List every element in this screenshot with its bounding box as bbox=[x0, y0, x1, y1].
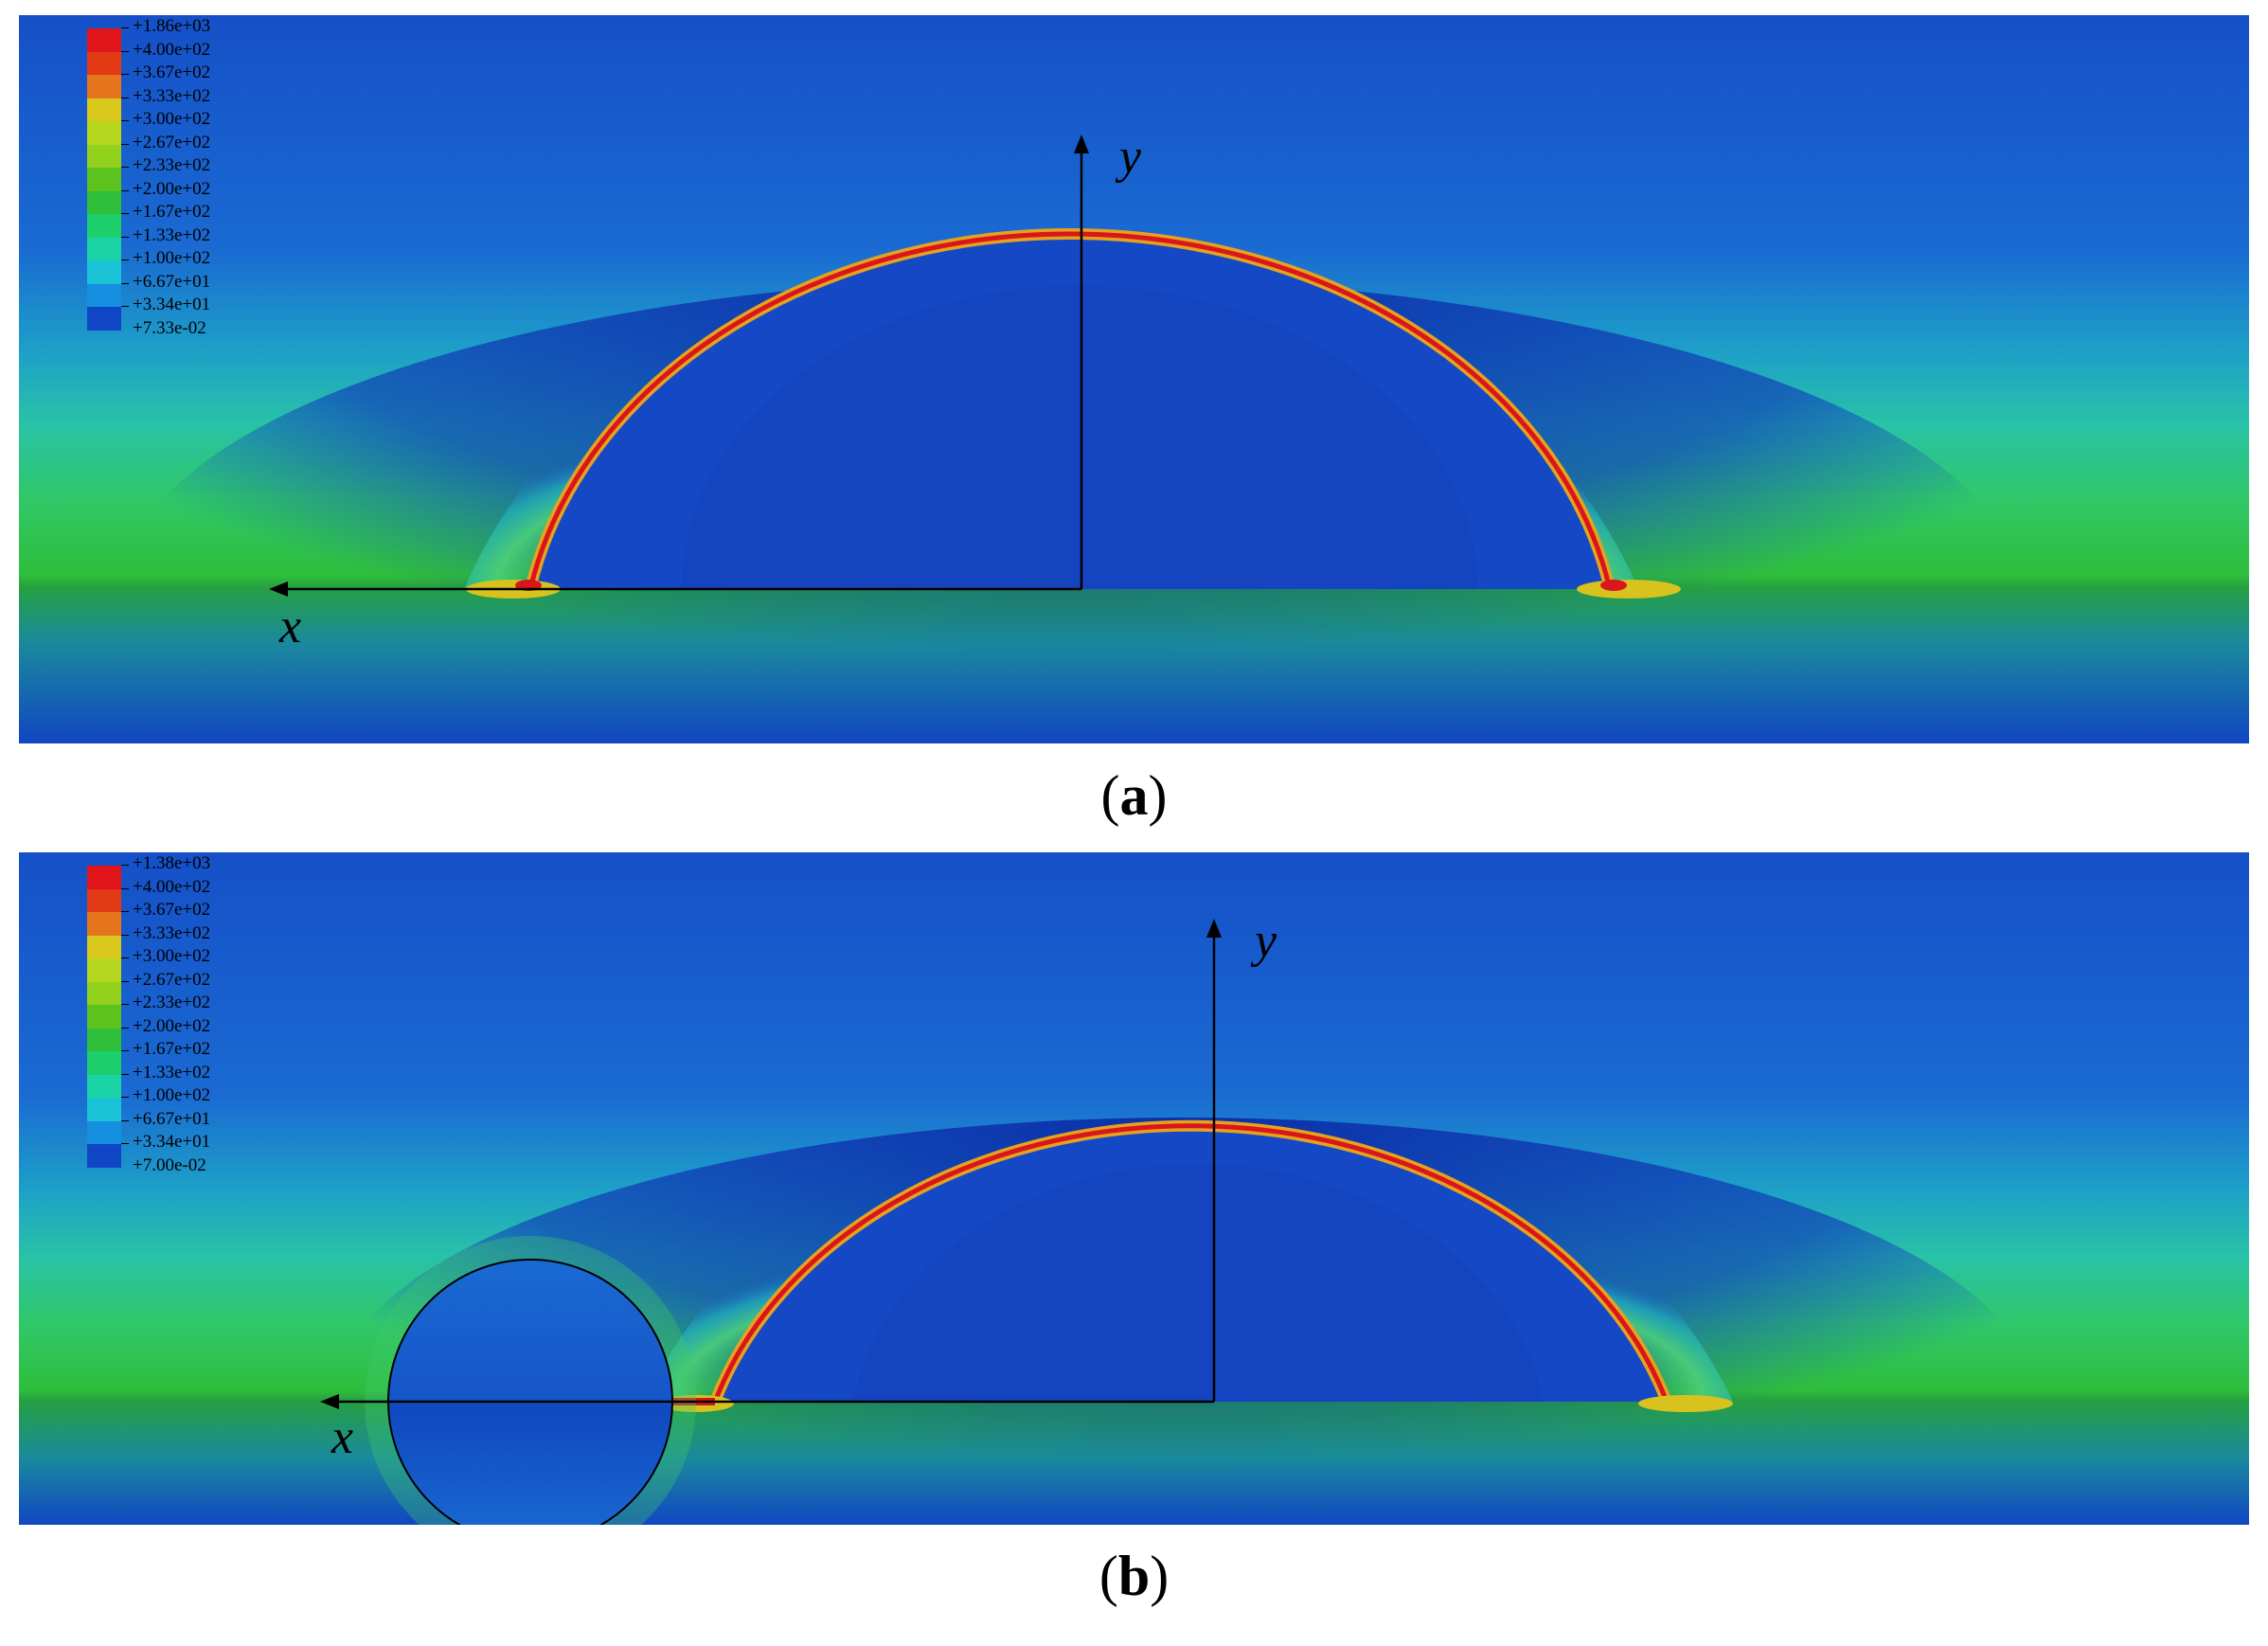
legend-label: +3.00e+02 bbox=[133, 109, 211, 129]
legend-label: +7.33e-02 bbox=[133, 318, 206, 338]
legend-label: +1.67e+02 bbox=[133, 202, 211, 222]
legend-swatch bbox=[87, 144, 121, 168]
legend-label: +2.67e+02 bbox=[133, 969, 211, 990]
legend-label: +4.00e+02 bbox=[133, 876, 211, 897]
legend-swatch bbox=[87, 168, 121, 191]
legend-label: +2.33e+02 bbox=[133, 993, 211, 1012]
legend-swatch bbox=[87, 75, 121, 98]
legend-swatch bbox=[87, 98, 121, 121]
legend-swatch bbox=[87, 283, 121, 307]
legend-label: +3.67e+02 bbox=[133, 900, 211, 920]
legend-swatch bbox=[87, 1144, 121, 1168]
legend-label: +1.33e+02 bbox=[133, 224, 211, 245]
stress-field-b bbox=[19, 852, 2249, 1525]
legend-label: +1.38e+03 bbox=[133, 853, 211, 873]
x-axis-label: x bbox=[279, 599, 302, 653]
legend-swatch bbox=[87, 121, 121, 145]
legend-label: +4.00e+02 bbox=[133, 39, 211, 60]
legend-label: +6.67e+01 bbox=[133, 1108, 211, 1129]
legend-label: +2.00e+02 bbox=[133, 178, 211, 199]
legend-swatch bbox=[87, 912, 121, 936]
legend-swatch bbox=[87, 51, 121, 75]
legend-swatch bbox=[87, 1051, 121, 1075]
legend-swatch bbox=[87, 214, 121, 238]
legend-label: +2.33e+02 bbox=[133, 155, 211, 175]
caption-b: (b) bbox=[1098, 1545, 1170, 1607]
legend-label: +6.67e+01 bbox=[133, 271, 211, 292]
legend-label: +1.33e+02 bbox=[133, 1062, 211, 1082]
legend-swatch bbox=[87, 981, 121, 1005]
legend-label: +3.33e+02 bbox=[133, 85, 211, 106]
legend-swatch bbox=[87, 935, 121, 958]
y-axis-label: y bbox=[1119, 130, 1142, 184]
caption-letter: a bbox=[1119, 764, 1149, 827]
legend-swatch bbox=[87, 190, 121, 214]
legend-swatch bbox=[87, 307, 121, 331]
legend-swatch bbox=[87, 1098, 121, 1121]
legend-swatch bbox=[87, 237, 121, 260]
legend-swatch bbox=[87, 888, 121, 912]
contour-plot-b: +1.38e+03 +4.00e+02 +3.67e+02 +3.33e+02 … bbox=[19, 852, 2249, 1525]
legend-label: +3.00e+02 bbox=[133, 946, 211, 966]
legend-label: +2.67e+02 bbox=[133, 132, 211, 152]
legend-label: +2.00e+02 bbox=[133, 1015, 211, 1036]
stress-field-a bbox=[19, 15, 2249, 743]
legend-label: +1.86e+03 bbox=[133, 16, 211, 36]
legend-swatch bbox=[87, 866, 121, 889]
legend-swatch bbox=[87, 28, 121, 52]
legend-label: +1.67e+02 bbox=[133, 1039, 211, 1059]
legend-label: +1.00e+02 bbox=[133, 1085, 211, 1105]
legend-swatch bbox=[87, 1120, 121, 1144]
caption-letter: b bbox=[1117, 1545, 1151, 1607]
legend-swatch bbox=[87, 1074, 121, 1098]
legend-swatch bbox=[87, 958, 121, 982]
caption-a: (a) bbox=[1100, 764, 1168, 827]
y-axis-label: y bbox=[1255, 914, 1277, 968]
legend-swatch bbox=[87, 1005, 121, 1029]
legend-label: +3.34e+01 bbox=[133, 1132, 211, 1152]
legend-swatch bbox=[87, 1028, 121, 1051]
legend-label: +1.00e+02 bbox=[133, 248, 211, 268]
legend-label: +7.00e-02 bbox=[133, 1155, 206, 1175]
legend-label: +3.34e+01 bbox=[133, 295, 211, 314]
legend-label: +3.33e+02 bbox=[133, 922, 211, 943]
legend-label: +3.67e+02 bbox=[133, 63, 211, 82]
legend-swatch bbox=[87, 260, 121, 284]
x-axis-label: x bbox=[331, 1410, 354, 1464]
contour-plot-a: +1.86e+03 +4.00e+02 +3.67e+02 +3.33e+02 … bbox=[19, 15, 2249, 743]
